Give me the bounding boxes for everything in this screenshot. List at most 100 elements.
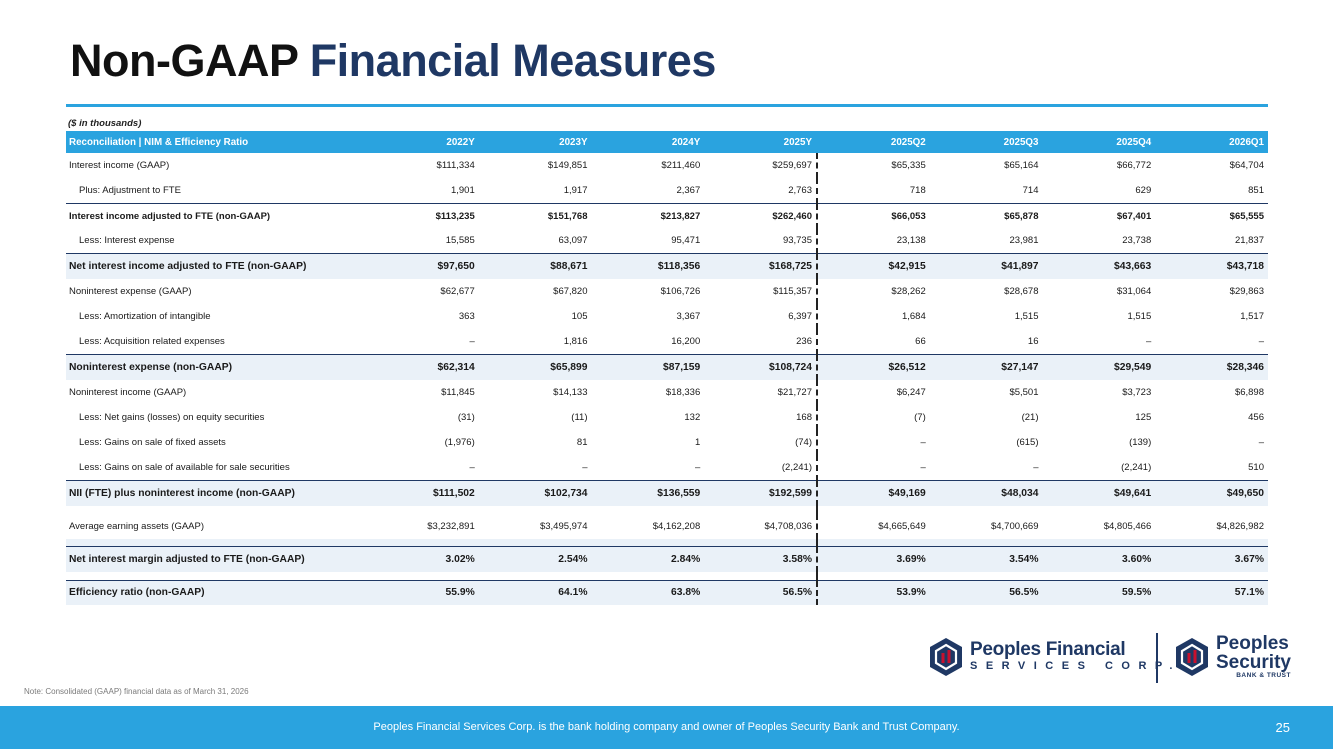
- spacer-cell: [930, 572, 1043, 580]
- table-row: Plus: Adjustment to FTE 1,901 1,917 2,367 2,…: [66, 178, 1268, 204]
- table-cell: 53.9%: [817, 579, 930, 606]
- table-cell: –: [920, 462, 926, 474]
- table-cell: 57.1%: [1155, 579, 1268, 606]
- table-cell: $65,335: [891, 160, 926, 172]
- table-cell: (2,241): [1121, 462, 1152, 474]
- table-row: Noninterest expense (GAAP) $62,677 $67,820…: [66, 278, 1268, 305]
- spacer-row: [66, 505, 1268, 514]
- table-cell: 714: [1022, 185, 1039, 197]
- table-cell: $97,650: [366, 253, 479, 279]
- table-cell: $28,678: [1004, 286, 1039, 298]
- footnote: Note: Consolidated (GAAP) financial data…: [24, 687, 249, 696]
- table-row: Net interest income adjusted to FTE (non…: [66, 253, 1268, 279]
- column-header: 2025Q3: [929, 131, 1043, 153]
- table-cell: $29,863: [1229, 286, 1264, 298]
- column-header: 2023Y: [478, 131, 592, 153]
- spacer-cell: [591, 538, 705, 547]
- table-cell: 456: [1248, 411, 1264, 423]
- table-cell: –: [1033, 462, 1039, 474]
- table-cell: 23,138: [896, 235, 926, 247]
- spacer-cell: [929, 538, 1043, 547]
- title-divider: [66, 104, 1268, 107]
- spacer-cell: [479, 572, 592, 580]
- table-cell: –: [582, 462, 588, 474]
- logo-name-line-2: Security: [1216, 651, 1291, 673]
- peoples-security-logo: Peoples Security BANK & TRUST: [1174, 631, 1291, 683]
- table-cell: 1: [694, 437, 701, 449]
- table-row: Less: Amortization of intangible 363 105 3,…: [66, 304, 1268, 330]
- table-cell: 3.69%: [817, 546, 930, 572]
- table-row: Less: Gains on sale of available for sal…: [66, 455, 1268, 481]
- column-header: 2024Y: [591, 131, 705, 153]
- table-cell: $113,235: [366, 202, 479, 229]
- table-cell: 1,901: [450, 185, 475, 197]
- table-cell: 16,200: [671, 336, 701, 348]
- row-label: Plus: Adjustment to FTE: [79, 185, 181, 197]
- table-cell: $87,159: [591, 353, 705, 380]
- table-cell: $67,401: [1042, 202, 1156, 229]
- table-cell: $259,697: [704, 153, 818, 179]
- table-cell: (7): [914, 411, 926, 423]
- spacer-cell: [66, 538, 366, 547]
- table-cell: $65,899: [478, 353, 592, 380]
- table-cell: 59.5%: [1042, 579, 1156, 606]
- table-cell: $43,718: [1155, 253, 1268, 279]
- table-row: Interest income adjusted to FTE (non-GAA…: [66, 202, 1268, 229]
- row-label: Noninterest income (GAAP): [69, 386, 187, 398]
- table-cell: $49,650: [1155, 479, 1268, 506]
- table-row: Interest income (GAAP) $111,334 $149,851 $2…: [66, 153, 1268, 179]
- row-label: Interest income adjusted to FTE (non-GAA…: [66, 202, 366, 229]
- table-cell: 3.58%: [704, 546, 818, 572]
- table-cell: 63.8%: [591, 579, 705, 606]
- table-cell: (139): [1129, 437, 1152, 449]
- table-cell: $64,704: [1229, 160, 1264, 172]
- table-cell: $4,826,982: [1216, 520, 1264, 532]
- row-label: Less: Gains on sale of fixed assets: [79, 437, 226, 449]
- table-cell: 3.02%: [366, 546, 479, 572]
- table-cell: $67,820: [553, 286, 588, 298]
- row-label: NII (FTE) plus noninterest income (non-G…: [66, 479, 366, 506]
- table-cell: $66,053: [817, 202, 930, 229]
- spacer-row: [66, 572, 1268, 580]
- column-header: 2025Q4: [1042, 131, 1156, 153]
- spacer-cell: [66, 506, 366, 514]
- logo-divider: [1156, 633, 1158, 683]
- table-cell: $11,845: [441, 386, 475, 398]
- row-label: Noninterest expense (non-GAAP): [66, 353, 366, 380]
- column-header: 2025Q2: [817, 131, 930, 153]
- table-body: Interest income (GAAP) $111,334 $149,851 $2…: [66, 153, 1268, 606]
- table-row: Noninterest income (GAAP) $11,845 $14,133 $…: [66, 379, 1268, 405]
- table-cell: $4,665,649: [878, 520, 926, 532]
- table-cell: $4,700,669: [990, 520, 1039, 532]
- table-cell: 21,837: [1234, 235, 1264, 247]
- row-label: Less: Amortization of intangible: [79, 311, 211, 323]
- table-cell: $18,336: [665, 386, 701, 398]
- table-cell: –: [1258, 336, 1264, 348]
- table-cell: 56.5%: [929, 579, 1043, 606]
- logo-name-line-1: Peoples: [1216, 633, 1289, 655]
- spacer-cell: [704, 572, 818, 580]
- table-cell: 1,917: [563, 185, 588, 197]
- table-cell: 1,517: [1240, 311, 1264, 323]
- table-cell: $262,460: [704, 202, 818, 229]
- table-cell: 3.54%: [929, 546, 1043, 572]
- table-cell: 81: [576, 437, 588, 449]
- table-cell: (1,976): [444, 437, 475, 449]
- table-cell: $6,247: [896, 386, 926, 398]
- row-label: Interest income (GAAP): [69, 160, 170, 172]
- table-cell: 236: [704, 329, 818, 355]
- spacer-cell: [366, 538, 479, 547]
- spacer-cell: [366, 572, 479, 580]
- table-cell: 1,684: [901, 311, 926, 323]
- table-cell: 93,735: [704, 228, 818, 254]
- logo-subtitle: SERVICES CORP.: [970, 660, 1181, 673]
- table-cell: (2,241): [704, 455, 818, 481]
- spacer-cell: [479, 506, 592, 514]
- table-cell: $4,162,208: [652, 520, 701, 532]
- table-cell: $102,734: [478, 479, 592, 506]
- row-label: Noninterest expense (GAAP): [69, 286, 192, 298]
- table-cell: 23,981: [1009, 235, 1039, 247]
- table-cell: 56.5%: [704, 579, 818, 606]
- spacer-cell: [478, 538, 592, 547]
- peoples-financial-logo: Peoples Financial SERVICES CORP.: [928, 631, 1181, 683]
